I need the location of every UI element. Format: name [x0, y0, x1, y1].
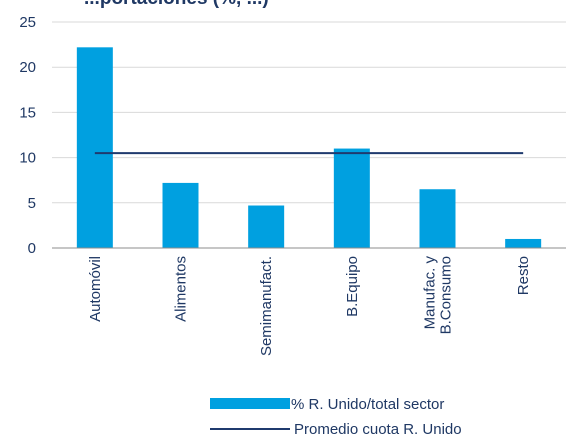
y-tick-label: 5 [28, 195, 36, 212]
bars [76, 47, 542, 249]
x-tick-labels: Automóvil Alimentos Semimanufact. B.Equipo M… [87, 256, 532, 357]
x-tick-label: Resto [515, 256, 532, 295]
bar [505, 238, 542, 248]
bar [419, 189, 456, 248]
bar [248, 205, 285, 248]
x-tick-label: B.Equipo [344, 256, 361, 317]
y-tick-label: 20 [19, 59, 36, 76]
y-tick-label: 10 [19, 150, 36, 167]
bar [333, 148, 370, 248]
legend-bar-label: % R. Unido/total sector [291, 396, 444, 413]
legend-bar-swatch [210, 398, 290, 409]
x-tick-label: B.Consumo [438, 256, 455, 334]
y-tick-labels: 0 5 10 15 20 25 [19, 14, 36, 257]
x-tick-label: Alimentos [173, 256, 190, 322]
legend-line-label: Promedio cuota R. Unido [294, 421, 462, 438]
y-tick-label: 25 [19, 14, 36, 31]
x-tick-label: Automóvil [87, 256, 104, 322]
chart-title: ...portaciones (%, ...) [84, 0, 269, 9]
y-tick-label: 15 [19, 104, 36, 121]
x-tick-label: Semimanufact. [258, 256, 275, 356]
x-tick-label: Manufac. y [422, 256, 439, 330]
gridlines [52, 21, 566, 204]
legend: % R. Unido/total sector Promedio cuota R… [210, 396, 462, 438]
bar [76, 47, 113, 249]
y-tick-label: 0 [28, 240, 36, 257]
bar [162, 182, 199, 248]
